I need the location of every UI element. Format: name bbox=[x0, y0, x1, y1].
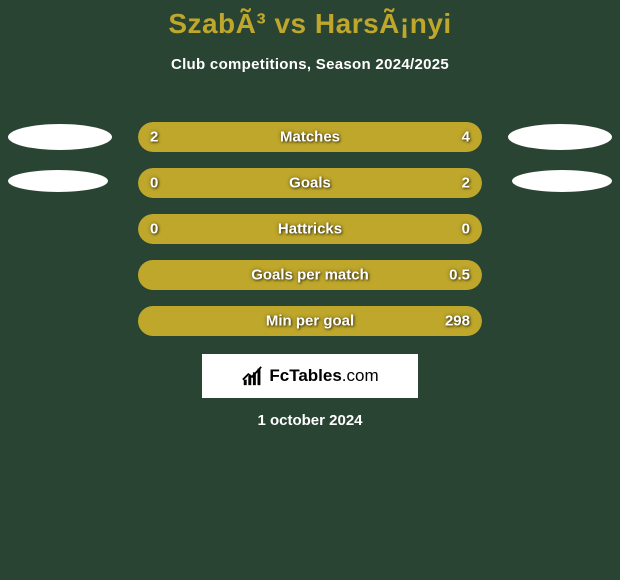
stat-label: Goals bbox=[289, 175, 331, 192]
stat-label: Goals per match bbox=[251, 267, 369, 284]
value-right: 298 bbox=[445, 313, 470, 330]
stat-row: 0 2 Goals bbox=[0, 162, 620, 208]
value-left: 0 bbox=[150, 221, 158, 238]
stats-chart: 2 4 Matches 0 2 Goals 0 0 Hattricks 0.5 Goals per … bbox=[0, 116, 620, 346]
brand-suffix: .com bbox=[342, 366, 379, 385]
bar-track: 0 0 Hattricks bbox=[138, 214, 482, 244]
bar-track: 2 4 Matches bbox=[138, 122, 482, 152]
bar-track: 0 2 Goals bbox=[138, 168, 482, 198]
brand-box: FcTables.com bbox=[202, 354, 418, 398]
value-left: 0 bbox=[150, 175, 158, 192]
stat-row: 298 Min per goal bbox=[0, 300, 620, 346]
stat-label: Min per goal bbox=[266, 313, 354, 330]
player-left-marker bbox=[8, 124, 112, 150]
value-right: 2 bbox=[462, 175, 470, 192]
stat-row: 0.5 Goals per match bbox=[0, 254, 620, 300]
brand-text: FcTables.com bbox=[269, 366, 378, 386]
page-title: SzabÃ³ vs HarsÃ¡nyi bbox=[0, 0, 620, 40]
footer-date: 1 october 2024 bbox=[257, 412, 362, 429]
value-right: 0 bbox=[462, 221, 470, 238]
value-right: 4 bbox=[462, 129, 470, 146]
value-left: 2 bbox=[150, 129, 158, 146]
player-left-marker bbox=[8, 170, 108, 192]
stat-row: 2 4 Matches bbox=[0, 116, 620, 162]
player-right-marker bbox=[508, 124, 612, 150]
comparison-card: SzabÃ³ vs HarsÃ¡nyi Club competitions, S… bbox=[0, 0, 620, 580]
bar-right bbox=[241, 122, 482, 152]
stat-row: 0 0 Hattricks bbox=[0, 208, 620, 254]
stat-label: Hattricks bbox=[278, 221, 342, 238]
brand-main: FcTables bbox=[269, 366, 341, 385]
subtitle: Club competitions, Season 2024/2025 bbox=[0, 56, 620, 73]
value-right: 0.5 bbox=[449, 267, 470, 284]
stat-label: Matches bbox=[280, 129, 340, 146]
bar-track: 298 Min per goal bbox=[138, 306, 482, 336]
bar-chart-icon bbox=[241, 365, 263, 387]
bar-track: 0.5 Goals per match bbox=[138, 260, 482, 290]
player-right-marker bbox=[512, 170, 612, 192]
